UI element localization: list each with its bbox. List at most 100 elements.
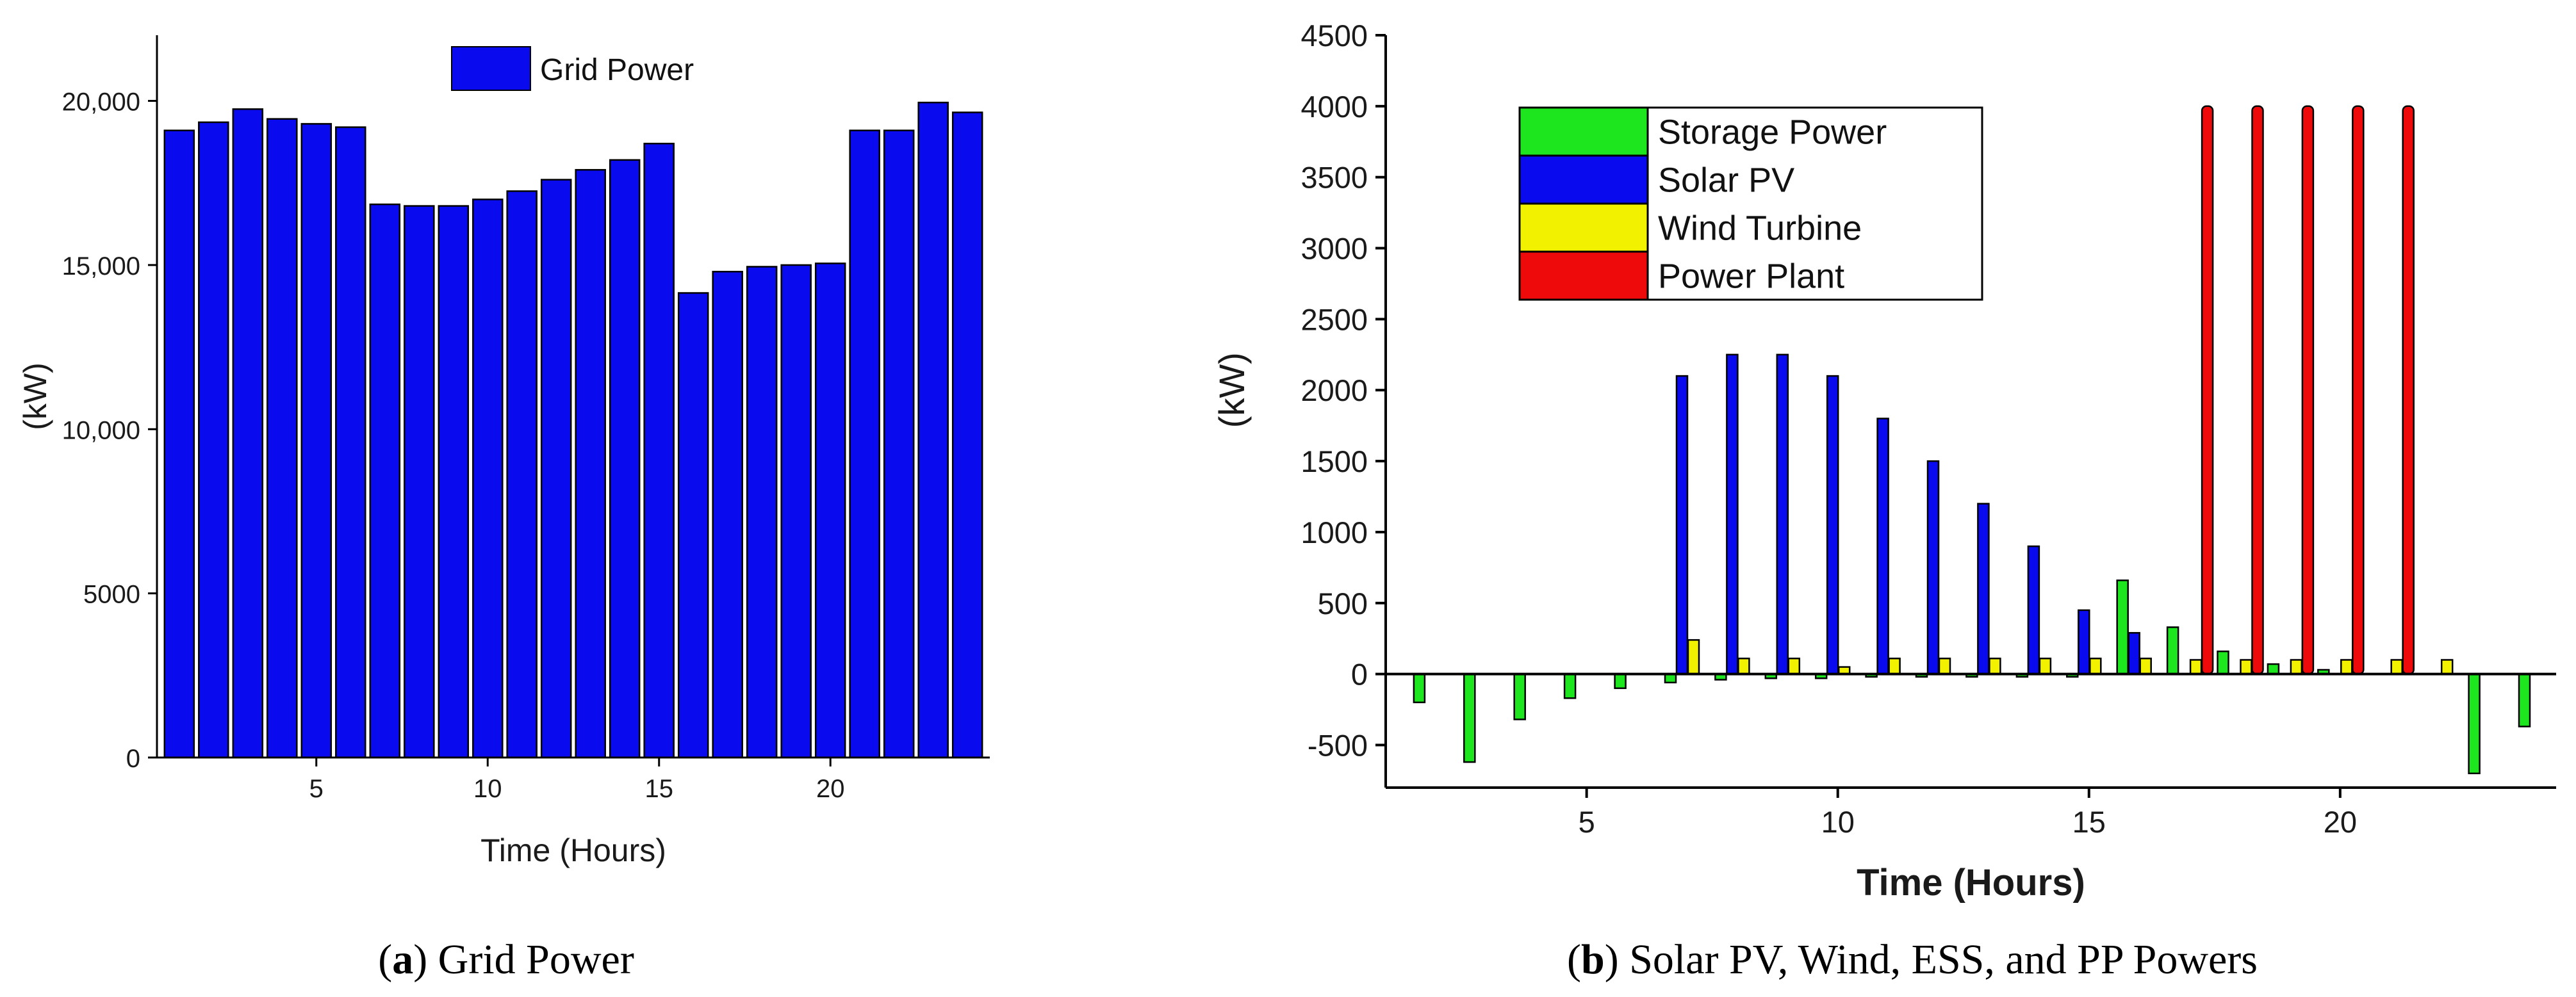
chart-b-bar-storage-power-hour-18 xyxy=(2217,650,2229,675)
chart-b-bar-storage-power-hour-16 xyxy=(2116,580,2129,675)
chart-b-y-tick-label: 4000 xyxy=(1300,90,1368,124)
chart-a-bar-hour-2 xyxy=(198,121,229,759)
chart-a-y-tick-label: 5000 xyxy=(83,581,140,609)
chart-b-bar-power-plant-hour-20 xyxy=(2352,105,2365,675)
chart-a-bar-hour-6 xyxy=(335,126,366,759)
chart-b-x-tick-label: 5 xyxy=(1579,805,1595,839)
chart-a-bar-hour-14 xyxy=(609,159,641,759)
chart-a-y-tick-label: 0 xyxy=(126,745,140,773)
chart-b-y-tick-label: 0 xyxy=(1351,658,1368,692)
chart-b-y-tick-label: 2000 xyxy=(1300,373,1368,407)
chart-a-bar-hour-15 xyxy=(643,142,675,759)
chart-a-x-tick-label: 5 xyxy=(309,775,324,803)
chart-a-bar-hour-11 xyxy=(506,190,537,759)
chart-b-legend-label-solar-pv: Solar PV xyxy=(1658,161,1794,200)
chart-b-bar-storage-power-hour-4 xyxy=(1513,673,1526,720)
chart-b-bar-wind-turbine-hour-19 xyxy=(2290,659,2303,675)
chart-b-x-axis-label: Time (Hours) xyxy=(1857,862,2085,904)
caption-a: (a) Grid Power xyxy=(378,936,634,983)
chart-b-bar-storage-power-hour-24 xyxy=(2518,673,2531,727)
chart-b-bar-wind-turbine-hour-11 xyxy=(1888,658,1901,675)
chart-a-legend: Grid Power xyxy=(451,46,694,91)
chart-b-y-tick-label: 2500 xyxy=(1300,302,1368,336)
caption-a-label: a xyxy=(392,936,413,983)
chart-b-y-axis-label: (kW) xyxy=(1211,352,1252,428)
chart-b-bar-storage-power-hour-2 xyxy=(1413,673,1426,704)
chart-b-bar-solar-pv-hour-9 xyxy=(1776,353,1789,675)
chart-b-bar-power-plant-hour-21 xyxy=(2402,105,2415,675)
chart-a-bar-hour-12 xyxy=(540,179,572,759)
caption-b-close-paren: ) xyxy=(1605,936,1619,983)
chart-b-y-tick-label: 3000 xyxy=(1300,232,1368,266)
chart-b-bar-solar-pv-hour-16 xyxy=(2128,632,2140,675)
chart-a-bar-hour-20 xyxy=(814,263,846,759)
chart-a-legend-label-grid-power: Grid Power xyxy=(540,53,694,87)
caption-b-label: b xyxy=(1581,936,1605,983)
caption-a-text: Grid Power xyxy=(427,936,634,983)
chart-b-bar-solar-pv-hour-13 xyxy=(1977,503,1990,675)
chart-a-y-axis-label: (kW) xyxy=(17,362,53,430)
chart-a-x-axis-label: Time (Hours) xyxy=(480,832,666,868)
chart-b-bar-wind-turbine-hour-15 xyxy=(2089,658,2102,675)
chart-b-legend-swatch-wind-turbine xyxy=(1518,202,1649,253)
chart-a-axes xyxy=(156,35,990,759)
chart-a-x-tick-label: 10 xyxy=(473,775,502,803)
chart-b-bar-storage-power-hour-6 xyxy=(1614,673,1627,690)
chart-b-legend-swatch-power-plant xyxy=(1518,250,1649,301)
chart-b-bar-solar-pv-hour-7 xyxy=(1675,375,1689,675)
chart-b-bar-solar-pv-hour-8 xyxy=(1726,353,1739,675)
chart-a-bar-hour-13 xyxy=(575,168,606,759)
chart-b-bar-storage-power-hour-17 xyxy=(2166,626,2179,675)
chart-a-bars xyxy=(163,101,983,759)
chart-b-bar-wind-turbine-hour-14 xyxy=(2039,658,2052,675)
chart-a-bar-hour-21 xyxy=(849,129,880,759)
chart-a-y-tick-label: 15,000 xyxy=(62,252,140,280)
chart-b-bar-solar-pv-hour-11 xyxy=(1876,417,1889,675)
chart-a-x-tick-label: 20 xyxy=(816,775,845,803)
chart-a-bar-hour-19 xyxy=(780,264,812,759)
chart-a-bar-hour-17 xyxy=(712,270,743,759)
chart-a-x-tick-label: 15 xyxy=(644,775,673,803)
chart-b-bar-wind-turbine-hour-17 xyxy=(2189,659,2203,675)
chart-b-y-tick-label: 1000 xyxy=(1300,515,1368,549)
chart-b-bar-solar-pv-hour-15 xyxy=(2078,609,2090,675)
chart-b-bar-storage-power-hour-19 xyxy=(2267,663,2280,675)
chart-a-bar-hour-23 xyxy=(917,101,949,759)
chart-b-bar-wind-turbine-hour-21 xyxy=(2390,659,2403,675)
chart-a-bar-hour-4 xyxy=(267,118,298,759)
chart-a-grid-power: 0 5000 10,000 15,000 20,000 5 10 15 20 Time (Hou… xyxy=(17,35,990,868)
chart-b-bar-wind-turbine-hour-22 xyxy=(2440,659,2454,675)
chart-b-axes xyxy=(1384,35,2556,789)
chart-a-ticks: 0 5000 10,000 15,000 20,000 5 10 15 20 xyxy=(62,88,845,803)
caption-a-close-paren: ) xyxy=(413,936,427,983)
chart-b-component-powers: -500 0 500 1000 1500 2000 2500 3000 3500 4000 4500… xyxy=(1211,19,2556,904)
chart-b-x-tick-label: 15 xyxy=(2072,805,2106,839)
chart-b-y-tick-label: 4500 xyxy=(1300,19,1368,53)
chart-b-x-tick-label: 20 xyxy=(2324,805,2357,839)
chart-b-bar-storage-power-hour-23 xyxy=(2468,673,2481,775)
chart-b-bar-wind-turbine-hour-13 xyxy=(1989,658,2001,675)
chart-a-bar-hour-18 xyxy=(746,266,778,759)
chart-b-bar-wind-turbine-hour-16 xyxy=(2139,658,2152,675)
chart-b-bar-wind-turbine-hour-18 xyxy=(2240,659,2252,675)
caption-b-open-paren: ( xyxy=(1567,936,1581,983)
chart-b-bar-wind-turbine-hour-9 xyxy=(1787,658,1801,675)
chart-b-bar-wind-turbine-hour-12 xyxy=(1938,658,1951,675)
caption-a-open-paren: ( xyxy=(378,936,392,983)
chart-a-bar-hour-7 xyxy=(369,203,401,759)
chart-b-legend-label-storage-power: Storage Power xyxy=(1658,113,1887,152)
chart-a-bar-hour-5 xyxy=(300,123,332,759)
chart-b-ticks: -500 0 500 1000 1500 2000 2500 3000 3500 4000 4500… xyxy=(1300,19,2357,839)
chart-b-y-tick-label: 500 xyxy=(1318,587,1368,620)
chart-b-bar-solar-pv-hour-12 xyxy=(1926,460,1940,675)
chart-b-legend-swatch-storage-power xyxy=(1518,106,1649,157)
chart-b-legend: Storage Power Solar PV Wind Turbine Power P… xyxy=(1518,106,1983,301)
chart-a-y-tick-label: 10,000 xyxy=(62,416,140,444)
chart-b-y-tick-label: 3500 xyxy=(1300,161,1368,195)
chart-b-bar-wind-turbine-hour-20 xyxy=(2340,659,2353,675)
caption-b: (b) Solar PV, Wind, ESS, and PP Powers xyxy=(1567,936,2258,983)
chart-a-legend-swatch-grid-power xyxy=(451,46,531,91)
chart-b-bar-solar-pv-hour-10 xyxy=(1826,375,1839,675)
chart-a-bar-hour-22 xyxy=(883,129,915,759)
chart-a-bar-hour-3 xyxy=(232,108,264,759)
